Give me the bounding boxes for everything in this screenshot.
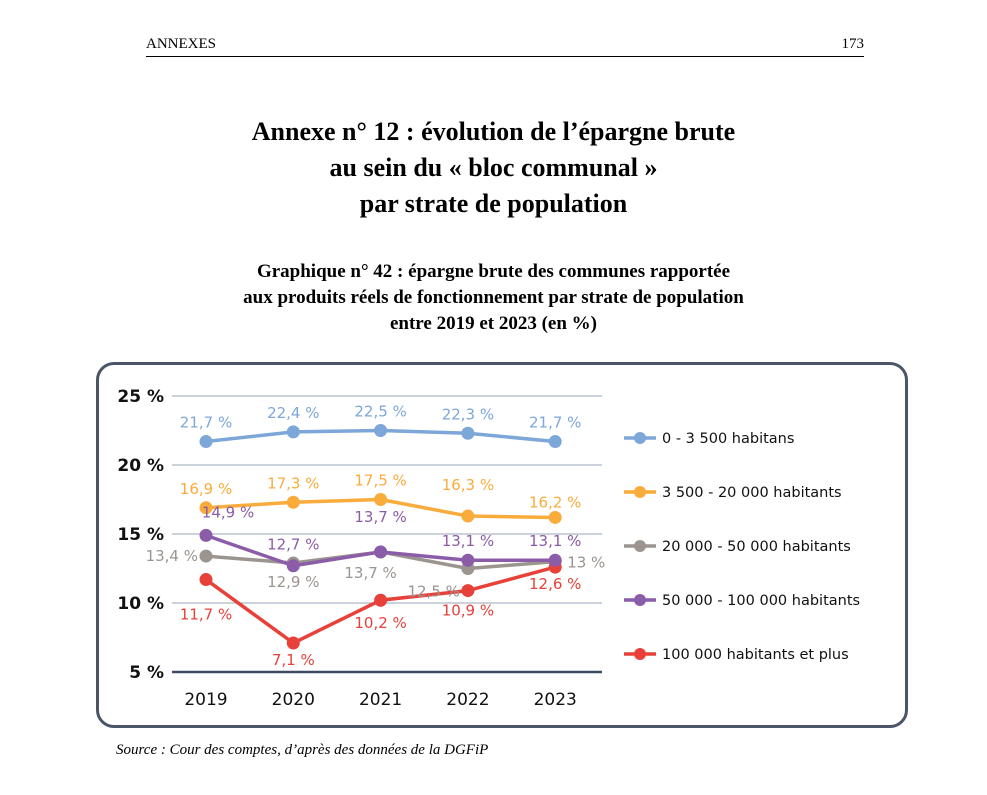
data-point: [286, 495, 300, 509]
running-header: ANNEXES 173: [146, 34, 864, 57]
legend-label: 100 000 habitants et plus: [662, 647, 849, 663]
data-point: [286, 559, 300, 573]
annex-title-line: par strate de population: [359, 189, 628, 218]
annex-title-line: Annexe n° 12 : évolution de l’épargne br…: [251, 117, 736, 146]
data-label: 22,4 %: [267, 404, 319, 422]
data-point: [374, 593, 388, 607]
data-point: [461, 426, 475, 440]
x-tick-label: 2021: [359, 690, 402, 710]
data-point: [286, 425, 300, 439]
data-point: [548, 553, 562, 567]
chart-frame: [96, 362, 908, 728]
legend-label: 20 000 - 50 000 habitants: [662, 539, 851, 555]
x-tick-label: 2019: [184, 690, 227, 710]
data-point: [199, 549, 213, 563]
data-label: 16,9 %: [180, 480, 232, 498]
data-point: [199, 435, 213, 449]
data-point: [548, 435, 562, 449]
data-label: 13,1 %: [529, 532, 581, 550]
legend-swatch-marker: [634, 432, 646, 444]
data-label: 12,5 %: [407, 583, 459, 601]
data-label: 12,7 %: [267, 536, 319, 554]
page-number: 173: [841, 36, 865, 52]
x-tick-label: 2020: [272, 690, 315, 710]
legend-swatch-marker: [634, 486, 646, 498]
data-label: 21,7 %: [529, 414, 581, 432]
y-tick-label: 5 %: [129, 663, 164, 683]
legend-swatch-marker: [634, 648, 646, 660]
y-tick-label: 15 %: [117, 525, 164, 545]
data-point: [374, 424, 388, 437]
x-tick-label: 2023: [534, 690, 577, 710]
data-point: [199, 528, 213, 542]
data-point: [461, 584, 475, 598]
data-label: 13,1 %: [442, 532, 494, 550]
data-label: 22,3 %: [442, 405, 494, 423]
legend-swatch-marker: [634, 594, 646, 606]
data-label: 13,7 %: [344, 564, 396, 582]
data-label: 10,9 %: [442, 602, 494, 620]
section-name: ANNEXES: [146, 36, 216, 52]
legend-label: 0 - 3 500 habitans: [662, 431, 794, 447]
data-point: [199, 501, 213, 515]
data-point: [461, 553, 475, 567]
data-point: [461, 509, 475, 523]
source-note: Source : Cour des comptes, d’après des d…: [116, 742, 489, 758]
data-label: 13,7 %: [354, 508, 406, 526]
data-point: [286, 636, 300, 650]
annex-title-line: au sein du « bloc communal »: [329, 153, 658, 182]
figure-title: Graphique n° 42 : épargne brute des comm…: [0, 259, 987, 337]
y-tick-label: 20 %: [117, 456, 164, 476]
figure-title-line: entre 2019 et 2023 (en %): [389, 313, 597, 334]
data-point: [548, 510, 562, 524]
data-label: 14,9 %: [202, 503, 254, 521]
data-label: 12,6 %: [529, 575, 581, 593]
figure-title-line: aux produits réels de fonctionnement par…: [243, 287, 744, 308]
data-label: 13,4 %: [146, 547, 198, 565]
y-tick-label: 10 %: [117, 594, 164, 614]
legend-label: 3 500 - 20 000 habitants: [662, 485, 842, 501]
data-label: 11,7 %: [180, 606, 232, 624]
annex-title: Annexe n° 12 : évolution de l’épargne br…: [0, 114, 987, 222]
data-label: 13 %: [567, 554, 605, 572]
data-label: 17,5 %: [354, 472, 406, 490]
y-tick-label: 25 %: [117, 387, 164, 407]
data-label: 16,2 %: [529, 493, 581, 511]
data-label: 22,5 %: [354, 403, 406, 421]
legend-label: 50 000 - 100 000 habitants: [662, 593, 860, 609]
x-tick-label: 2022: [446, 690, 489, 710]
data-label: 17,3 %: [267, 474, 319, 492]
legend-swatch-marker: [634, 540, 646, 552]
figure-title-line: Graphique n° 42 : épargne brute des comm…: [256, 261, 731, 282]
data-point: [374, 493, 388, 506]
data-label: 21,7 %: [180, 414, 232, 432]
data-label: 10,2 %: [354, 614, 406, 632]
data-point: [199, 573, 213, 587]
data-label: 16,3 %: [442, 476, 494, 494]
data-label: 12,9 %: [267, 573, 319, 591]
data-point: [374, 545, 388, 559]
data-label: 7,1 %: [272, 651, 315, 669]
